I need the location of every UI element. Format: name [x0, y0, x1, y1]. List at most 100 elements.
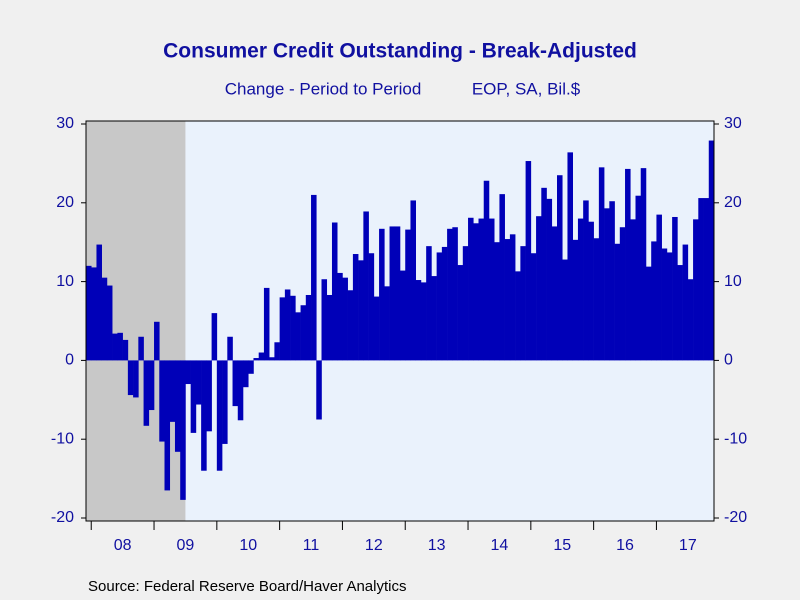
bar — [169, 360, 176, 422]
bar — [232, 360, 239, 407]
bar — [206, 360, 212, 432]
y2-tick-label: -20 — [724, 509, 747, 526]
x-tick-label: 17 — [679, 537, 697, 554]
bar — [243, 360, 249, 388]
bar — [101, 277, 108, 361]
bar — [447, 228, 453, 361]
bar — [91, 267, 97, 361]
bar — [708, 140, 715, 361]
bar — [530, 253, 537, 361]
bar — [551, 226, 558, 361]
x-tick-label: 12 — [365, 537, 383, 554]
bar — [174, 360, 181, 452]
bar — [300, 305, 307, 361]
y2-tick-label: -10 — [724, 430, 747, 447]
bar — [148, 360, 155, 411]
bar — [441, 246, 448, 361]
y-tick-label: -20 — [51, 509, 74, 526]
bar — [509, 234, 516, 361]
bar — [342, 277, 348, 361]
bar — [117, 332, 123, 361]
bar — [279, 297, 286, 361]
y-tick-label: 20 — [56, 194, 74, 211]
bar — [321, 279, 328, 361]
bar — [216, 360, 223, 471]
bar — [672, 216, 678, 361]
bar — [258, 352, 265, 361]
y2-tick-label: 20 — [724, 194, 742, 211]
bar — [405, 229, 411, 361]
bar — [143, 360, 150, 426]
x-tick-label: 13 — [428, 537, 446, 554]
bar — [185, 360, 191, 385]
bar — [415, 280, 422, 361]
bar — [656, 214, 662, 361]
bar — [630, 219, 636, 361]
bar — [619, 227, 626, 361]
bar — [164, 360, 171, 491]
bar — [614, 243, 621, 361]
bar — [400, 270, 406, 361]
bar — [651, 241, 657, 361]
bar — [478, 218, 485, 361]
chart-title: Consumer Credit Outstanding - Break-Adju… — [163, 40, 637, 63]
bar — [227, 336, 233, 361]
bar — [337, 272, 343, 361]
bar — [598, 167, 605, 361]
bar — [588, 221, 594, 361]
bar — [457, 265, 464, 361]
bar — [677, 265, 683, 361]
bar — [436, 252, 443, 361]
bar — [180, 360, 186, 500]
bar — [112, 333, 118, 361]
bar — [352, 254, 359, 361]
bar — [625, 168, 631, 361]
bar — [572, 239, 579, 361]
bar — [593, 238, 600, 361]
bar — [410, 200, 416, 361]
bar — [159, 360, 165, 442]
bar — [473, 223, 479, 361]
bar — [499, 194, 505, 361]
bar — [311, 194, 317, 361]
bar — [201, 360, 207, 471]
bar — [488, 218, 495, 361]
bar — [452, 227, 458, 361]
bar — [698, 198, 704, 361]
bar — [635, 195, 642, 361]
bar — [562, 259, 568, 361]
bar — [290, 295, 296, 361]
bar — [331, 222, 338, 361]
bar — [426, 246, 432, 361]
x-tick-label: 09 — [177, 537, 195, 554]
chart-subtitle: Change - Period to Period — [225, 79, 422, 98]
bar — [269, 357, 275, 361]
bar — [154, 321, 160, 361]
bar — [693, 219, 699, 361]
bar — [525, 161, 532, 361]
bar — [222, 360, 228, 444]
bar — [237, 360, 244, 421]
y-tick-label: -10 — [51, 430, 74, 447]
bar — [305, 294, 312, 361]
x-tick-label: 10 — [239, 537, 257, 554]
bar — [541, 187, 547, 361]
chart-subtitle: EOP, SA, Bil.$ — [472, 79, 581, 98]
bar — [468, 217, 474, 361]
bar — [263, 287, 270, 361]
bar — [577, 218, 584, 361]
bar — [483, 180, 490, 361]
bar — [494, 242, 500, 361]
bar — [347, 290, 354, 361]
bar — [133, 360, 139, 398]
x-tick-label: 08 — [114, 537, 132, 554]
bar — [86, 265, 92, 361]
y2-tick-label: 10 — [724, 273, 742, 290]
bar — [253, 358, 259, 361]
bar — [604, 208, 610, 361]
bar — [384, 286, 390, 361]
plot-border — [85, 120, 715, 522]
x-tick-label: 11 — [303, 537, 320, 554]
bar — [640, 168, 647, 361]
x-tick-label: 14 — [491, 537, 509, 554]
